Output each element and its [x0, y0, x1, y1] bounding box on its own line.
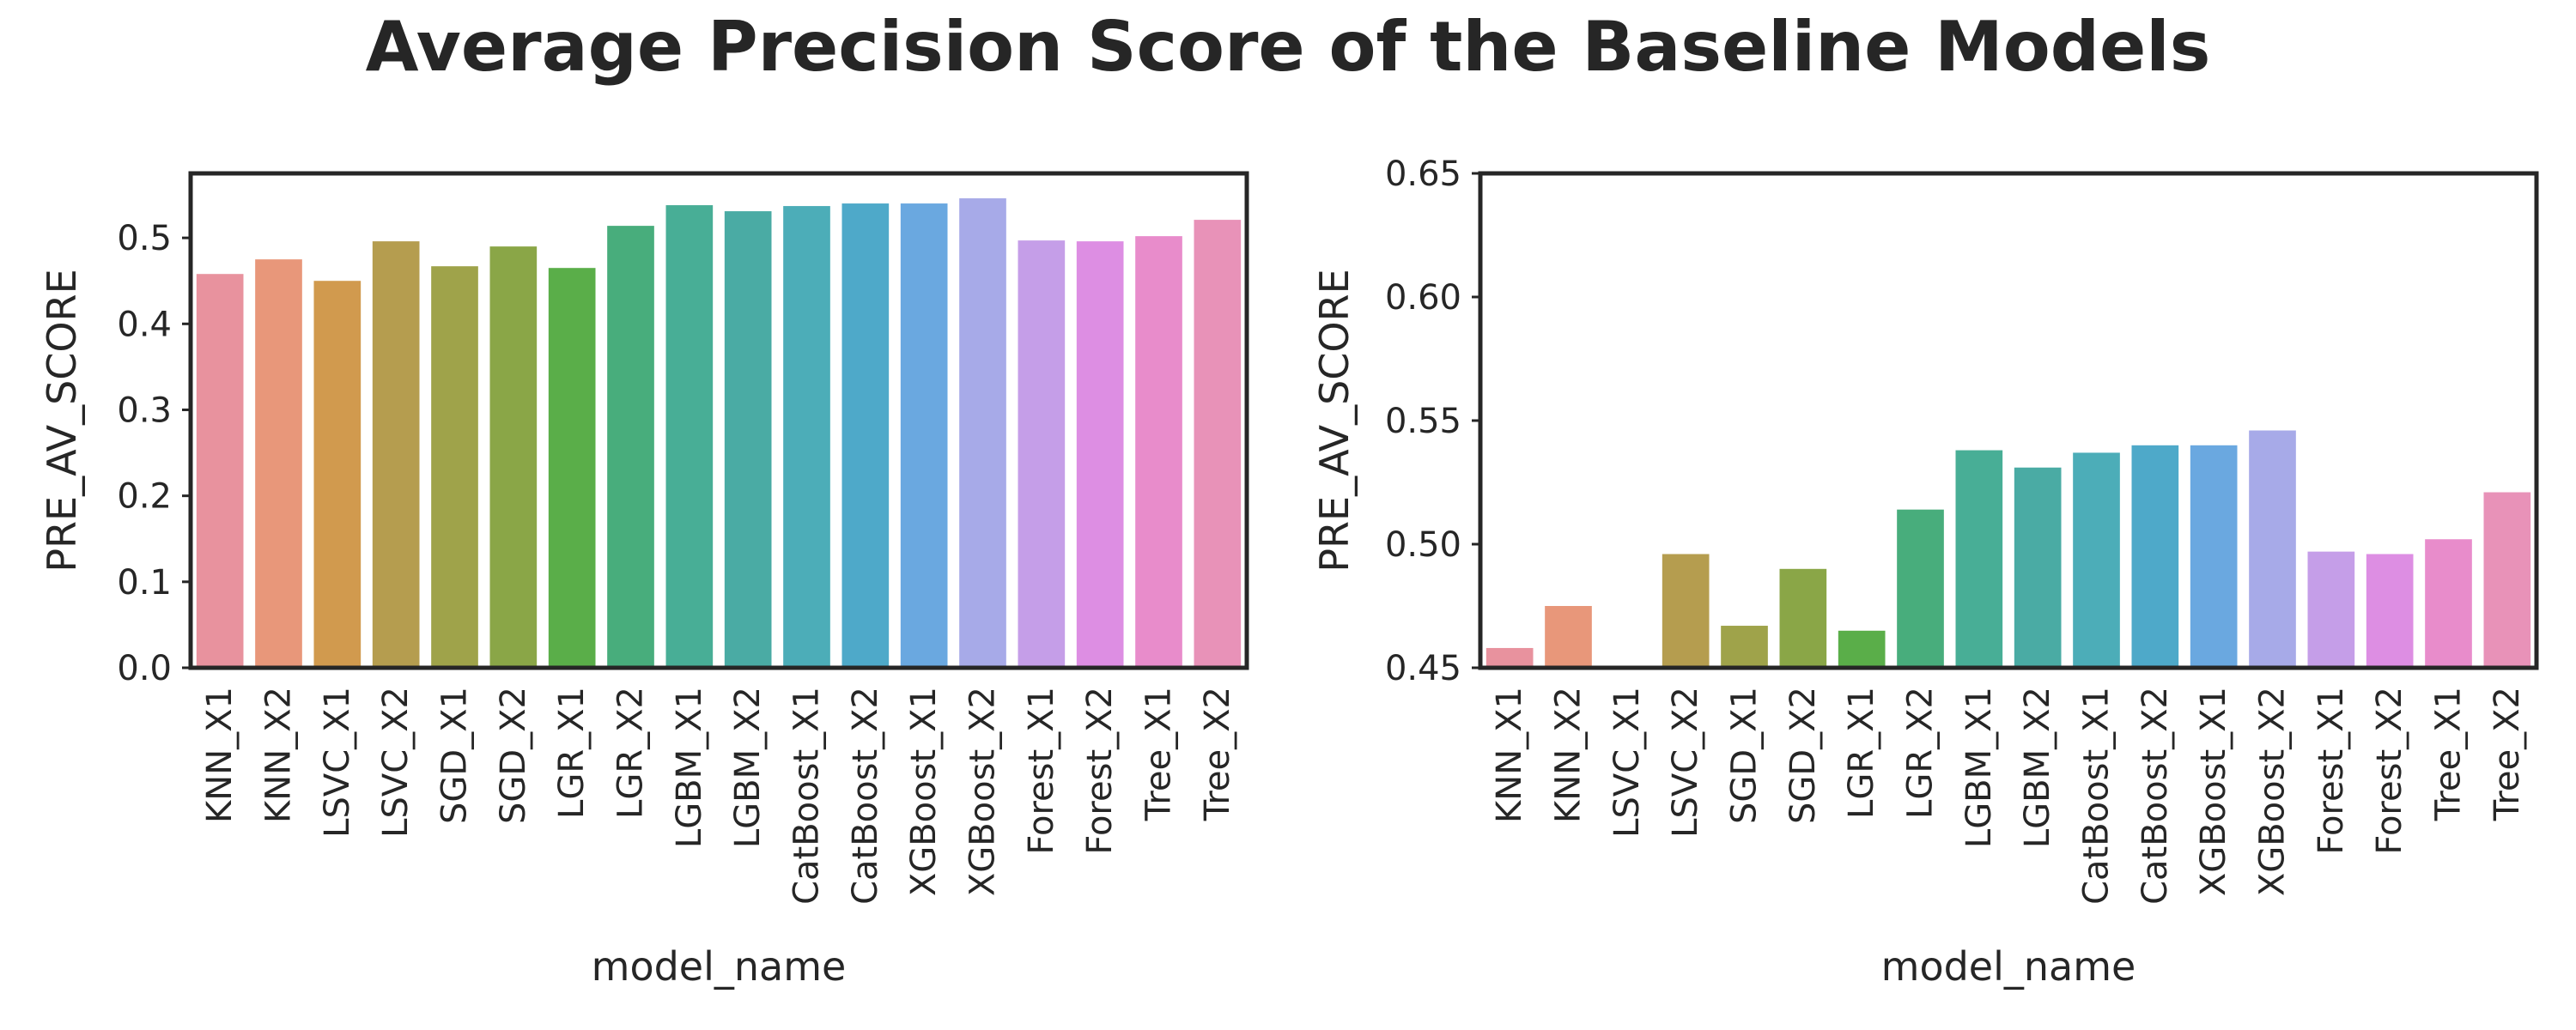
x-tick-label: CatBoost_X2: [2136, 687, 2175, 905]
bar-LGBM_X1: [665, 205, 714, 668]
bar-KNN_X1: [196, 274, 244, 668]
bar-CatBoost_X1: [2073, 452, 2120, 668]
bar-XGBoost_X1: [900, 203, 948, 668]
bar-LGR_X1: [548, 268, 596, 668]
y-tick-label: 0.45: [1385, 649, 1461, 688]
bar-SGD_X2: [1779, 568, 1827, 668]
bar-SGD_X2: [489, 246, 538, 668]
bar-KNN_X1: [1485, 647, 1534, 668]
bar-LGBM_X1: [1955, 450, 2003, 668]
y-tick-label: 0.65: [1385, 154, 1461, 194]
x-tick-label: Forest_X2: [2370, 687, 2409, 855]
y-axis-label: PRE_AV_SCORE: [1311, 269, 1358, 572]
x-tick-label: LSVC_X2: [376, 687, 416, 838]
bar-LGR_X1: [1838, 630, 1886, 668]
x-tick-label: LSVC_X1: [1607, 687, 1647, 838]
y-tick-label: 0.0: [117, 649, 172, 688]
x-tick-label: LGR_X2: [1901, 687, 1941, 819]
bar-CatBoost_X2: [2131, 445, 2179, 668]
bar-Forest_X2: [1076, 241, 1124, 668]
x-axis-label: model_name: [1881, 943, 2136, 990]
bar-Tree_X1: [2425, 539, 2472, 668]
bar-Tree_X2: [1194, 220, 1242, 669]
bar-SGD_X1: [1721, 626, 1768, 668]
bar-LGR_X2: [1897, 509, 1944, 668]
x-tick-label: LGBM_X2: [728, 687, 768, 848]
x-tick-label: SGD_X2: [1783, 687, 1823, 824]
x-tick-label: LGBM_X1: [670, 687, 709, 848]
y-tick-label: 0.60: [1385, 278, 1461, 318]
x-tick-label: Forest_X2: [1080, 687, 1120, 855]
x-tick-label: SGD_X1: [435, 687, 475, 824]
bar-XGBoost_X1: [2190, 445, 2238, 668]
y-tick-label: 0.3: [117, 391, 172, 430]
x-tick-label: KNN_X1: [1490, 687, 1529, 823]
bar-LSVC_X2: [1662, 554, 1710, 668]
x-tick-label: XGBoost_X2: [963, 687, 1003, 896]
x-tick-label: SGD_X1: [1725, 687, 1765, 824]
bar-Forest_X2: [2366, 554, 2414, 668]
bar-Tree_X2: [2483, 492, 2531, 668]
bar-CatBoost_X1: [783, 206, 830, 668]
x-tick-label: CatBoost_X2: [846, 687, 885, 905]
x-tick-label: LSVC_X2: [1666, 687, 1705, 838]
bar-XGBoost_X2: [959, 198, 1006, 669]
x-tick-label: LGBM_X2: [2018, 687, 2057, 848]
bar-Tree_X1: [1135, 236, 1182, 668]
y-tick-label: 0.50: [1385, 525, 1461, 565]
bar-LSVC_X1: [313, 281, 361, 668]
x-tick-label: Forest_X1: [2312, 687, 2351, 855]
x-tick-label: Forest_X1: [1022, 687, 1061, 855]
bar-LGR_X2: [607, 226, 654, 668]
x-axis-label: model_name: [592, 943, 847, 990]
bar-SGD_X1: [431, 266, 478, 668]
x-tick-label: LSVC_X1: [318, 687, 357, 838]
bar-LGBM_X2: [2014, 467, 2062, 668]
bar-CatBoost_X2: [841, 203, 890, 668]
bar-Forest_X1: [2307, 551, 2355, 668]
x-tick-label: KNN_X2: [1549, 687, 1589, 823]
x-tick-label: LGR_X2: [611, 687, 651, 819]
y-axis-label: PRE_AV_SCORE: [39, 269, 85, 572]
x-tick-label: CatBoost_X1: [787, 687, 827, 905]
bar-XGBoost_X2: [2249, 430, 2296, 668]
bar-Forest_X1: [1018, 240, 1066, 668]
figure-title: Average Precision Score of the Baseline …: [365, 7, 2211, 87]
x-tick-label: Tree_X1: [1139, 687, 1179, 821]
x-tick-label: LGBM_X1: [1959, 687, 1999, 848]
chart-panel-right: 0.45 0.50 0.55 0.60 0.65 KNN_X1 KNN_X2 LSVC_X1 L…: [1311, 154, 2539, 990]
y-tick-label: 0.55: [1385, 402, 1461, 441]
x-tick-label: KNN_X1: [200, 687, 240, 823]
bar-KNN_X2: [255, 259, 302, 668]
bar-LSVC_X2: [372, 241, 420, 668]
x-tick-label: CatBoost_X1: [2077, 687, 2117, 905]
y-tick-label: 0.4: [117, 305, 172, 344]
y-tick-label: 0.5: [117, 219, 172, 258]
x-tick-label: Tree_X2: [2488, 687, 2527, 821]
chart-panel-left: 0.0 0.1 0.2 0.3 0.4 0.5 KNN_X1 KNN_X2 LSVC_X1 LSV…: [39, 171, 1249, 990]
y-tick-label: 0.1: [117, 563, 172, 603]
bar-LGBM_X2: [724, 211, 772, 668]
plot-frame: [188, 171, 1249, 670]
bar-KNN_X2: [1545, 606, 1592, 668]
x-tick-label: XGBoost_X2: [2253, 687, 2293, 896]
x-tick-label: Tree_X2: [1198, 687, 1237, 821]
x-tick-label: LGR_X1: [552, 687, 592, 819]
x-tick-label: XGBoost_X1: [904, 687, 944, 896]
x-tick-label: SGD_X2: [494, 687, 533, 824]
x-tick-label: LGR_X1: [1842, 687, 1881, 819]
x-tick-label: KNN_X2: [259, 687, 299, 823]
y-tick-label: 0.2: [117, 477, 172, 517]
x-tick-label: XGBoost_X1: [2194, 687, 2233, 896]
x-tick-label: Tree_X1: [2429, 687, 2469, 821]
